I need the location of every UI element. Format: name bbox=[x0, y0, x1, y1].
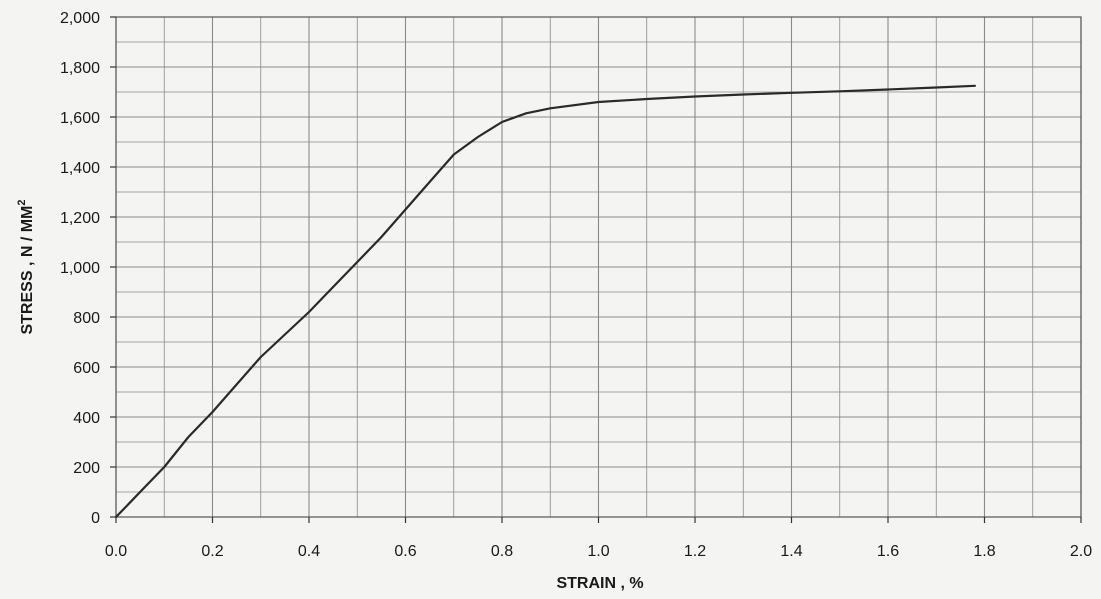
y-tick-label: 1,200 bbox=[60, 210, 100, 227]
x-tick-label: 1.4 bbox=[780, 543, 802, 560]
x-tick-labels: 0.0 0.2 0.4 0.6 0.8 1.0 1.2 1.4 1.6 1.8 2.0 bbox=[105, 543, 1092, 560]
y-tick-label: 1,400 bbox=[60, 160, 100, 177]
y-tick-labels: 0 200 400 600 800 1,000 1,200 1,400 1,600 1,800 2,… bbox=[60, 10, 100, 527]
plot-frame bbox=[110, 16, 1082, 523]
y-tick-label: 1,800 bbox=[60, 60, 100, 77]
y-axis-title-text: STRESS , N / MM bbox=[19, 206, 36, 335]
x-tick-label: 2.0 bbox=[1070, 543, 1092, 560]
y-tick-label: 200 bbox=[73, 460, 100, 477]
x-tick-label: 0.6 bbox=[394, 543, 416, 560]
y-tick-label: 600 bbox=[73, 360, 100, 377]
series-layer bbox=[114, 84, 977, 519]
x-tick-label: 0.8 bbox=[491, 543, 513, 560]
x-tick-label: 1.6 bbox=[877, 543, 899, 560]
y-axis-title-superscript: 2 bbox=[16, 199, 28, 205]
x-tick-label: 1.8 bbox=[973, 543, 995, 560]
y-tick-label: 800 bbox=[73, 310, 100, 327]
x-tick-label: 1.2 bbox=[684, 543, 706, 560]
y-tick-label: 2,000 bbox=[60, 10, 100, 27]
stress-strain-curve bbox=[114, 84, 977, 519]
x-tick-label: 0.0 bbox=[105, 543, 127, 560]
x-tick-label: 0.2 bbox=[201, 543, 223, 560]
y-tick-label: 1,000 bbox=[60, 260, 100, 277]
y-tick-label: 400 bbox=[73, 410, 100, 427]
y-axis-title: STRESS , N / MM2 bbox=[16, 199, 36, 334]
y-tick-label: 1,600 bbox=[60, 110, 100, 127]
x-tick-label: 0.4 bbox=[298, 543, 320, 560]
x-tick-label: 1.0 bbox=[587, 543, 609, 560]
x-axis-title: STRAIN , % bbox=[556, 575, 643, 592]
y-tick-label: 0 bbox=[91, 510, 100, 527]
grid-layer bbox=[115, 16, 1082, 518]
